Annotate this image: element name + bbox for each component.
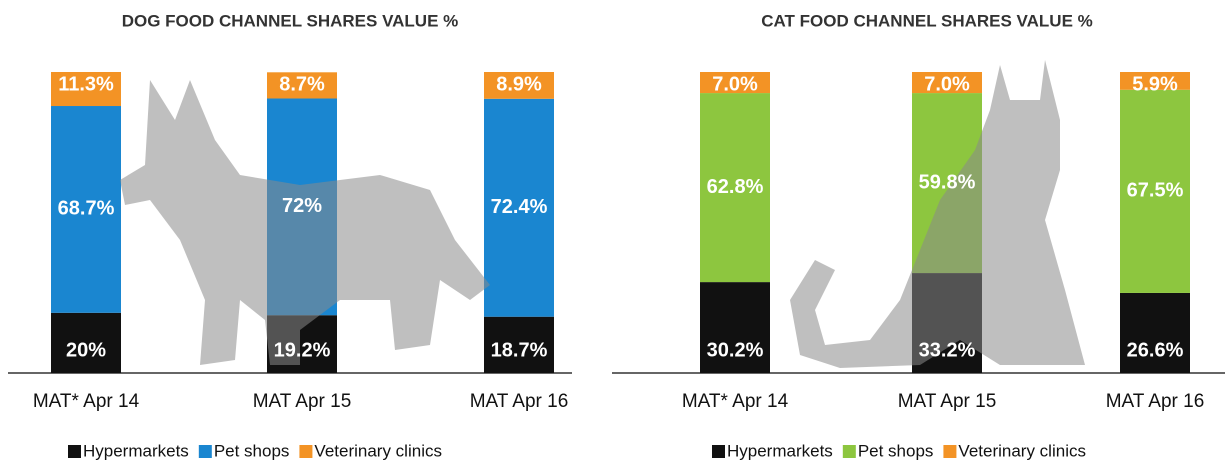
- x-tick-label: MAT* Apr 14: [682, 391, 789, 412]
- x-tick-label: MAT Apr 16: [1106, 391, 1205, 412]
- legend-label: Hypermarkets: [727, 441, 833, 460]
- legend-swatch: [843, 445, 856, 458]
- value-label: 33.2%: [919, 339, 976, 361]
- legend-label: Hypermarkets: [83, 441, 189, 460]
- value-label: 5.9%: [1132, 73, 1178, 95]
- value-label: 18.7%: [491, 339, 548, 361]
- legend-swatch: [68, 445, 81, 458]
- x-tick-label: MAT* Apr 14: [33, 391, 140, 412]
- charts: DOG FOOD CHANNEL SHARES VALUE % MAT* Apr …: [0, 0, 1225, 464]
- value-label: 11.3%: [58, 73, 114, 95]
- x-tick-label: MAT Apr 15: [898, 391, 997, 412]
- chart-title: CAT FOOD CHANNEL SHARES VALUE %: [761, 11, 1093, 30]
- value-label: 8.9%: [496, 73, 542, 95]
- legend-swatch: [299, 445, 312, 458]
- legend-swatch: [712, 445, 725, 458]
- legend-label: Veterinary clinics: [958, 441, 1086, 460]
- legend-swatch: [199, 445, 212, 458]
- value-label: 8.7%: [279, 74, 325, 96]
- value-label: 20%: [66, 339, 106, 361]
- value-label: 72%: [282, 195, 322, 217]
- value-label: 7.0%: [712, 73, 758, 95]
- value-label: 67.5%: [1127, 180, 1184, 202]
- x-tick-label: MAT Apr 16: [470, 391, 569, 412]
- value-label: 72.4%: [491, 196, 548, 218]
- value-label: 62.8%: [707, 176, 764, 198]
- chart-title: DOG FOOD CHANNEL SHARES VALUE %: [122, 11, 459, 30]
- legend-label: Pet shops: [858, 441, 934, 460]
- value-label: 7.0%: [924, 73, 970, 95]
- value-label: 59.8%: [919, 171, 976, 193]
- legend-swatch: [943, 445, 956, 458]
- value-label: 30.2%: [707, 339, 764, 361]
- legend-label: Pet shops: [214, 441, 290, 460]
- value-label: 19.2%: [274, 339, 331, 361]
- value-label: 68.7%: [58, 198, 115, 220]
- legend-label: Veterinary clinics: [314, 441, 442, 460]
- x-tick-label: MAT Apr 15: [253, 391, 352, 412]
- value-label: 26.6%: [1127, 339, 1184, 361]
